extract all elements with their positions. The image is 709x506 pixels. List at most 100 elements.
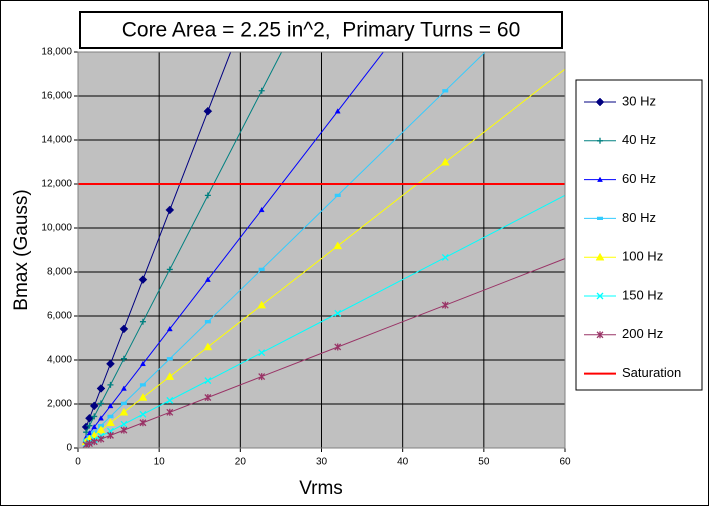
marker (204, 320, 211, 324)
marker (107, 402, 114, 409)
marker (120, 426, 128, 434)
marker (106, 359, 115, 369)
marker (596, 331, 604, 339)
marker (204, 393, 212, 401)
marker (119, 407, 129, 416)
legend-label: 40 Hz (622, 132, 656, 147)
marker (441, 301, 449, 309)
marker (596, 292, 604, 300)
plot-border (77, 51, 566, 449)
plot-series (78, 52, 565, 448)
marker (139, 419, 147, 427)
marker (106, 418, 115, 426)
marker (166, 357, 173, 361)
marker (139, 383, 146, 387)
marker (120, 420, 128, 428)
marker (139, 410, 147, 418)
title-box (79, 11, 563, 49)
marker (334, 343, 342, 351)
marker (334, 309, 342, 317)
x-tick-label: 20 (235, 457, 247, 468)
marker (98, 415, 104, 421)
marker (203, 342, 213, 351)
y-tick-label: 16,000 (41, 91, 72, 102)
marker (442, 89, 449, 93)
marker (258, 87, 265, 94)
marker (165, 205, 175, 215)
marker (140, 360, 146, 367)
marker (139, 318, 146, 325)
x-tick-label: 60 (559, 457, 571, 468)
y-tick-label: 0 (66, 443, 72, 454)
y-tick-label: 6,000 (47, 311, 72, 322)
marker (107, 381, 114, 388)
marker (120, 355, 127, 362)
marker (107, 414, 114, 419)
legend-box (575, 79, 703, 391)
marker (166, 396, 174, 404)
marker (258, 373, 266, 381)
marker (91, 413, 98, 420)
marker (120, 385, 127, 391)
marker (595, 252, 605, 261)
marker (597, 216, 603, 221)
marker (120, 401, 127, 405)
legend-label: 80 Hz (622, 210, 656, 225)
marker (119, 324, 129, 334)
marker (204, 377, 212, 385)
marker (166, 408, 174, 416)
legend-label: 30 Hz (622, 93, 656, 108)
marker (138, 392, 148, 401)
marker (597, 137, 603, 144)
y-tick-label: 8,000 (47, 267, 72, 278)
marker (441, 253, 449, 261)
axes: 0 10 20 30 40 50 60 0 2,000 4,000 6,000 8,000 10,000… (41, 47, 571, 468)
marker (257, 300, 267, 309)
marker (83, 429, 90, 436)
marker (96, 384, 106, 393)
x-tick-label: 40 (397, 457, 409, 468)
y-tick-label: 10,000 (41, 223, 72, 234)
x-axis-label: Vrms (299, 478, 343, 499)
marker (166, 266, 173, 273)
marker (166, 325, 173, 332)
x-tick-label: 30 (316, 457, 328, 468)
legend-label: 150 Hz (622, 287, 663, 302)
marker (333, 241, 343, 250)
marker (204, 276, 211, 282)
x-tick-label: 50 (478, 457, 490, 468)
marker (258, 206, 265, 213)
marker (91, 423, 98, 430)
legend-label: Saturation (622, 365, 681, 380)
marker (440, 157, 450, 166)
y-axis-label: Bmax (Gauss) (11, 189, 32, 310)
marker (86, 422, 93, 429)
marker (90, 438, 98, 446)
marker (334, 108, 341, 114)
marker (97, 435, 105, 443)
marker (334, 193, 341, 198)
marker (86, 440, 93, 448)
marker (89, 401, 99, 411)
marker (165, 372, 175, 380)
legend-label: 60 Hz (622, 171, 656, 186)
x-tick-label: 0 (75, 457, 81, 468)
marker (595, 97, 605, 107)
legend-label: 200 Hz (622, 326, 663, 341)
marker (258, 349, 266, 357)
y-tick-label: 12,000 (41, 179, 72, 190)
y-tick-label: 4,000 (47, 355, 72, 366)
x-tick-label: 10 (154, 457, 166, 468)
marker (138, 275, 148, 284)
y-tick-label: 18,000 (41, 47, 72, 58)
y-tick-label: 14,000 (41, 135, 72, 146)
marker (97, 400, 104, 407)
marker (96, 425, 106, 434)
chart-title: Core Area = 2.25 in^2, Primary Turns = 6… (122, 19, 521, 42)
marker (203, 106, 213, 116)
marker (597, 176, 603, 182)
marker (107, 431, 114, 439)
marker (204, 192, 211, 199)
